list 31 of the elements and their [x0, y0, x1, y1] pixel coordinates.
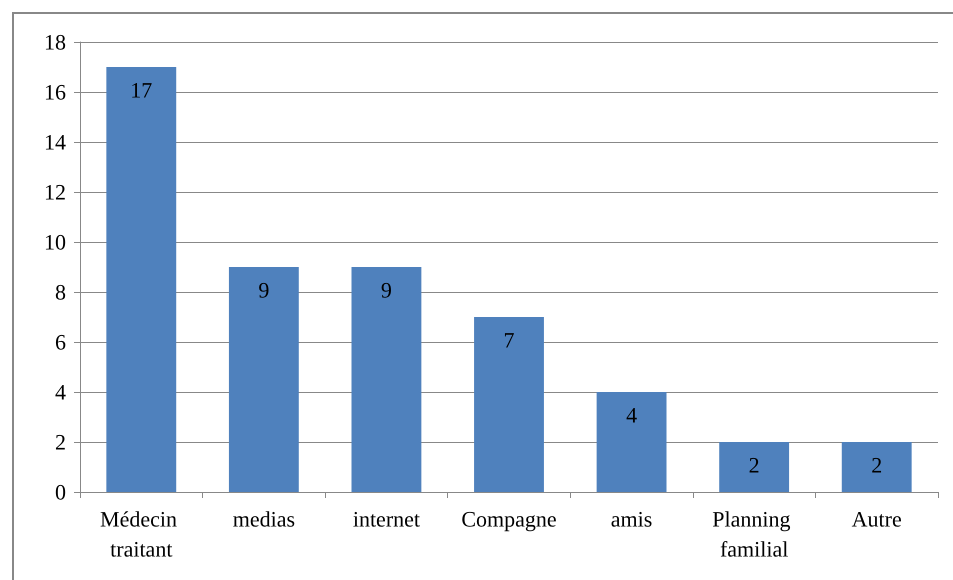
y-tick-label: 4: [55, 380, 66, 404]
y-tick-label: 10: [44, 230, 66, 254]
x-tick-label: amis: [610, 506, 652, 532]
data-label: 4: [626, 402, 638, 428]
data-label: 2: [748, 452, 760, 478]
x-tick-label: Planning familial: [712, 506, 796, 562]
bar: [596, 392, 667, 492]
y-tick-label: 6: [55, 330, 66, 354]
y-tick-label: 14: [44, 130, 66, 154]
x-tick-label: Compagne: [461, 506, 557, 532]
bar: [842, 442, 912, 492]
x-tick-label: internet: [352, 506, 420, 532]
x-tick-label: Médecin traitant: [100, 506, 183, 562]
data-label: 9: [258, 278, 270, 302]
data-label: 7: [504, 328, 514, 352]
bar: [351, 267, 422, 492]
data-label: 9: [380, 278, 392, 302]
data-label: 17: [130, 78, 152, 102]
bar: [474, 317, 544, 492]
y-tick-label: 18: [44, 30, 66, 54]
data-label: 2: [871, 452, 882, 478]
y-tick-label: 0: [55, 480, 66, 504]
y-tick-label: 2: [55, 430, 66, 454]
y-tick-label: 16: [44, 80, 66, 104]
bar: [106, 67, 176, 492]
y-tick-label: 12: [44, 180, 66, 204]
x-tick-label: Autre: [852, 506, 902, 532]
x-tick-label: medias: [232, 506, 296, 532]
y-tick-label: 8: [55, 280, 66, 304]
bar: [719, 442, 790, 492]
bar: [228, 267, 299, 492]
